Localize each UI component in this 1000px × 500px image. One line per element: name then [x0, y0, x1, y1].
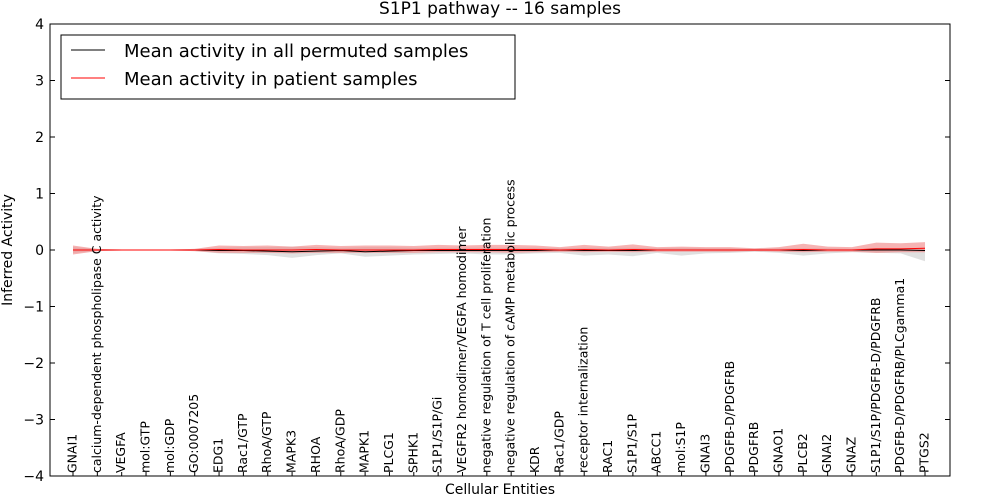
x-tick-label-mol-s1p: mol:S1P — [673, 422, 688, 473]
x-tick-label-gnao1: GNAO1 — [770, 428, 785, 473]
x-tick-label-s1p1-s1p-gi: S1P1/S1P/Gi — [430, 397, 445, 473]
x-tick-label-plcb2: PLCB2 — [795, 433, 810, 473]
x-axis-label: Cellular Entities — [445, 482, 555, 498]
x-tick-label-plcg1: PLCG1 — [381, 432, 396, 473]
x-tick-label-mapk3: MAPK3 — [284, 430, 299, 473]
x-tick-label-edg1: EDG1 — [211, 438, 226, 473]
series-lines — [73, 247, 926, 253]
x-tick-label-gnai1: GNAI1 — [65, 434, 80, 473]
x-tick-label-rac1: RAC1 — [600, 440, 615, 473]
y-axis-label: Inferred Activity — [0, 194, 16, 306]
x-tick-label-go-0007205: GO:0007205 — [186, 394, 201, 473]
y-tick-label: −1 — [23, 300, 44, 316]
x-tick-label-rhoa: RHOA — [308, 436, 323, 473]
x-tick-label-s1p1-s1p: S1P1/S1P — [624, 414, 639, 473]
y-tick-label: −3 — [23, 413, 44, 429]
y-axis: −4 −3 −2 −1 0 1 2 3 4 — [23, 17, 950, 485]
x-tick-label-negative-regulation-of-t-cell-proliferation: negative regulation of T cell proliferat… — [478, 218, 493, 473]
chart-title: S1P1 pathway -- 16 samples — [379, 0, 621, 19]
x-tick-label-pdgfb-d-pdgfrb-plcgamma1: PDGFB-D/PDGFRB/PLCgamma1 — [892, 278, 907, 473]
x-tick-label-receptor-internalization: receptor internalization — [576, 327, 591, 473]
y-tick-label: −2 — [23, 356, 44, 372]
legend-label-permuted: Mean activity in all permuted samples — [124, 41, 468, 62]
x-tick-label-kdr: KDR — [527, 446, 542, 473]
x-tick-label-rhoa-gdp: RhoA/GDP — [332, 409, 347, 473]
x-tick-label-gnai2: GNAI2 — [819, 434, 834, 473]
x-tick-label-pdgfb-d-pdgfrb: PDGFB-D/PDGFRB — [722, 361, 737, 473]
x-tick-label-s1p1-s1p-pdgfb-d-pdgfrb: S1P1/S1P/PDGFB-D/PDGFRB — [868, 298, 883, 473]
y-tick-label: −4 — [23, 469, 44, 485]
x-tick-label-rac1-gtp: Rac1/GTP — [235, 413, 250, 473]
x-tick-label-ptgs2: PTGS2 — [917, 432, 932, 473]
x-tick-label-vegfa: VEGFA — [113, 432, 128, 473]
x-tick-label-sphk1: SPHK1 — [405, 432, 420, 473]
y-tick-label: 3 — [35, 74, 44, 90]
category-labels: GNAI1 calcium-dependent phospholipase C a… — [65, 179, 932, 476]
x-tick-label-pdgfrb: PDGFRB — [746, 422, 761, 473]
y-tick-label: 1 — [35, 187, 44, 203]
y-tick-label: 0 — [35, 243, 44, 259]
x-tick-label-gnaz: GNAZ — [843, 437, 858, 473]
legend: Mean activity in all permuted samples Me… — [60, 34, 516, 100]
x-tick-label-rac1-gdp: Rac1/GDP — [551, 411, 566, 473]
x-tick-label-gnai3: GNAI3 — [697, 434, 712, 473]
x-tick-label-vegfr2-homodimer-vegfa-homodimer: VEGFR2 homodimer/VEGFA homodimer — [454, 226, 469, 473]
x-tick-label-rhoa-gtp: RhoA/GTP — [259, 411, 274, 473]
line-mean-activity-in-patient-samples — [73, 247, 926, 251]
x-tick-label-calcium-dependent-phospholipase-c-activity: calcium-dependent phospholipase C activi… — [89, 195, 104, 473]
x-tick-label-abcc1: ABCC1 — [649, 431, 664, 473]
legend-label-patient: Mean activity in patient samples — [124, 69, 418, 90]
x-tick-label-mol-gtp: mol:GTP — [138, 421, 153, 473]
x-tick-label-mol-gdp: mol:GDP — [162, 418, 177, 473]
y-tick-label: 4 — [35, 17, 44, 33]
x-tick-label-negative-regulation-of-camp-metabolic-process: negative regulation of cAMP metabolic pr… — [503, 179, 518, 473]
y-tick-label: 2 — [35, 130, 44, 146]
legend-box — [60, 34, 516, 100]
x-tick-label-mapk1: MAPK1 — [357, 430, 372, 473]
